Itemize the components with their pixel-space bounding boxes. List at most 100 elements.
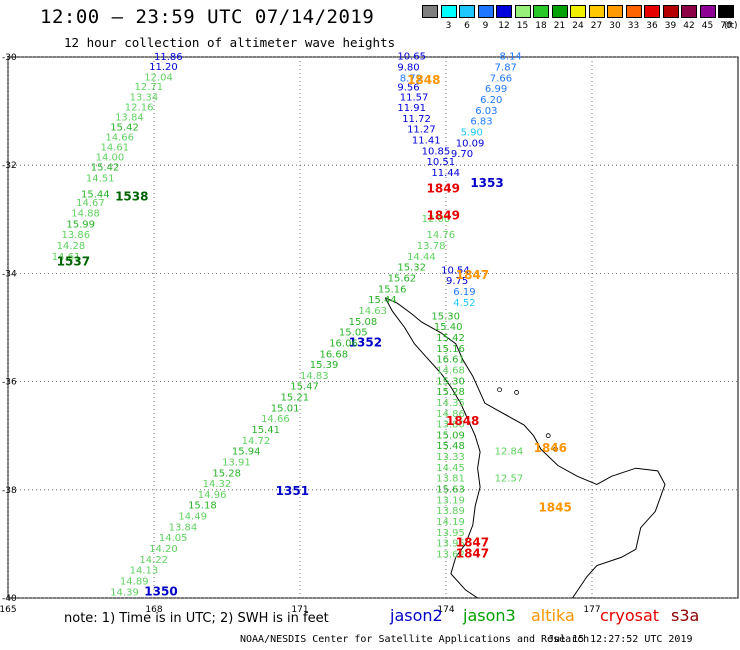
wave-height-point: 15.08 bbox=[349, 317, 378, 328]
scale-swatch bbox=[496, 5, 512, 18]
wave-height-point: 16.61 bbox=[436, 355, 465, 366]
pass-time-label: 1848 bbox=[407, 73, 440, 87]
wave-height-point: 12.00 bbox=[422, 214, 451, 225]
wave-height-point: 11.86 bbox=[154, 52, 183, 63]
pass-time-label: 1845 bbox=[538, 500, 571, 514]
wave-height-point: 16.68 bbox=[319, 349, 348, 360]
wave-height-point: 14.28 bbox=[57, 241, 86, 252]
wave-height-point: 13.84 bbox=[169, 522, 198, 533]
scale-swatch bbox=[533, 5, 549, 18]
legend-jason3: jason3 bbox=[463, 606, 516, 625]
scale-swatch bbox=[681, 5, 697, 18]
wave-height-point: 13.62 bbox=[436, 549, 465, 560]
scale-swatch bbox=[551, 5, 568, 18]
pass-time-label: 1847 bbox=[456, 546, 489, 560]
scale-swatch bbox=[588, 5, 605, 18]
scale-swatch bbox=[662, 5, 679, 18]
wave-height-point: 15.30 bbox=[436, 376, 465, 387]
wave-height-point: 13.91 bbox=[222, 457, 251, 468]
island bbox=[497, 387, 502, 393]
scale-label: 6 bbox=[464, 21, 470, 31]
scale-swatch bbox=[699, 5, 716, 18]
pass-time-label: 1847 bbox=[456, 536, 489, 550]
wave-height-point: 14.86 bbox=[436, 409, 465, 420]
wave-height-point: 15.16 bbox=[378, 284, 407, 295]
wave-height-point: 15.44 bbox=[81, 190, 110, 201]
wave-height-point: 15.94 bbox=[232, 447, 261, 458]
wave-height-point: 14.22 bbox=[139, 555, 168, 566]
wave-height-point: 15.01 bbox=[271, 403, 300, 414]
wave-height-point: 10.54 bbox=[441, 265, 470, 276]
wave-height-point: 15.16 bbox=[436, 344, 465, 355]
wave-height-point: 12.57 bbox=[495, 474, 524, 485]
island bbox=[545, 433, 551, 439]
wave-height-point: 15.30 bbox=[431, 311, 460, 322]
wave-height-point: 11.44 bbox=[431, 168, 460, 179]
wave-height-point: 11.27 bbox=[407, 125, 436, 136]
wave-height-point: 13.89 bbox=[436, 506, 465, 517]
scale-swatch bbox=[514, 5, 531, 18]
wave-height-point: 9.80 bbox=[397, 63, 419, 74]
wave-height-point: 14.45 bbox=[436, 463, 465, 474]
wave-height-point: 13.78 bbox=[417, 241, 446, 252]
wave-height-point: 14.51 bbox=[86, 173, 115, 184]
wave-height-point: 12.71 bbox=[135, 82, 164, 93]
wave-height-point: 12.04 bbox=[144, 72, 173, 83]
lat-tick-label: -40 bbox=[2, 594, 17, 604]
wave-height-point: 10.09 bbox=[456, 138, 485, 149]
wave-height-point: 6.19 bbox=[453, 287, 475, 298]
wave-height-point: 15.21 bbox=[281, 393, 310, 404]
scale-swatch bbox=[440, 5, 457, 18]
scale-swatch bbox=[477, 5, 494, 18]
wave-height-point: 15.05 bbox=[339, 328, 368, 339]
scale-label: 30 bbox=[609, 21, 621, 31]
lon-tick-label: 168 bbox=[145, 605, 162, 615]
credit-line: NOAA/NESDIS Center for Satellite Applica… bbox=[240, 634, 590, 645]
pass-time-label: 1847 bbox=[456, 268, 489, 282]
pass-time-label: 1538 bbox=[115, 189, 148, 203]
wave-height-point: 8.79 bbox=[400, 73, 422, 84]
wave-height-point: 6.99 bbox=[485, 84, 507, 95]
wave-height-point: 14.89 bbox=[120, 576, 149, 587]
wave-height-point: 14.20 bbox=[149, 544, 178, 555]
wave-height-point: 13.80 bbox=[436, 420, 465, 431]
wave-height-point: 13.95 bbox=[436, 528, 465, 539]
generated-timestamp: Jul 15 12:27:52 UTC 2019 bbox=[548, 634, 693, 645]
wave-height-point: 15.99 bbox=[66, 219, 95, 230]
pass-time-label: 1849 bbox=[427, 208, 460, 222]
wave-height-point: 14.39 bbox=[110, 587, 139, 598]
legend-altika: altika bbox=[531, 606, 575, 625]
lat-tick-label: -38 bbox=[2, 486, 17, 496]
wave-height-point: 14.67 bbox=[76, 198, 105, 209]
wave-height-point: 14.05 bbox=[159, 533, 188, 544]
wave-height-point: 15.28 bbox=[436, 387, 465, 398]
lat-tick-label: -34 bbox=[2, 269, 17, 279]
scale-label: 9 bbox=[482, 21, 489, 31]
wave-height-point: 15.62 bbox=[388, 274, 417, 285]
wave-height-point: 14.68 bbox=[436, 365, 465, 376]
wave-height-point: 11.72 bbox=[402, 114, 431, 125]
lon-tick-label: 165 bbox=[0, 605, 17, 615]
scale-swatch bbox=[644, 5, 660, 18]
legend-s3a: s3a bbox=[671, 606, 700, 625]
scale-label: 24 bbox=[572, 21, 584, 31]
wave-height-point: 14.61 bbox=[52, 252, 81, 263]
wave-height-point: 14.61 bbox=[100, 143, 129, 154]
wave-height-point: 15.42 bbox=[91, 163, 120, 174]
wave-height-point: 11.91 bbox=[397, 103, 426, 114]
wave-height-point: 11.41 bbox=[412, 136, 441, 147]
scale-label: 21 bbox=[553, 21, 566, 31]
wave-height-point: 14.49 bbox=[178, 512, 207, 523]
pass-time-label: 1352 bbox=[349, 335, 382, 349]
wave-height-point: 14.00 bbox=[96, 152, 125, 163]
wave-height-point: 15.09 bbox=[436, 430, 465, 441]
scale-label: 15 bbox=[516, 21, 529, 31]
wave-height-point: 8.14 bbox=[500, 52, 522, 63]
wave-height-point: 15.42 bbox=[436, 333, 465, 344]
wave-height-point: 15.39 bbox=[310, 360, 339, 371]
wave-height-point: 15.42 bbox=[110, 123, 139, 134]
lat-tick-label: -30 bbox=[2, 53, 17, 63]
pass-time-label: 1846 bbox=[534, 441, 567, 455]
scale-swatch bbox=[607, 5, 623, 18]
